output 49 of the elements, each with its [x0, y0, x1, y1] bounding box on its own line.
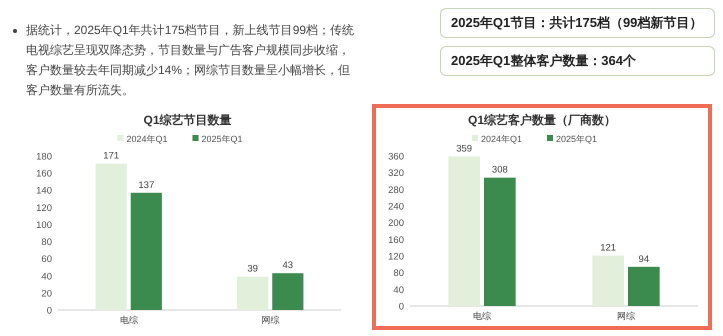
x-tick-label: 电综	[120, 315, 138, 325]
data-label: 171	[103, 150, 120, 162]
legend-label: 2024年Q1	[481, 134, 522, 144]
y-tick-label: 360	[388, 152, 404, 162]
y-tick-label: 280	[388, 184, 404, 196]
y-tick-label: 120	[388, 252, 404, 262]
data-label: 137	[138, 180, 154, 191]
y-tick-label: 80	[41, 237, 52, 248]
text: 据统计，2025年Q1年共计175档节目，新上线节目99档；传统电视综艺呈现双降态势，节目数量与广告客户规模同步收缩，客户数量较去年同期减少14%；网综节目数量呈小幅增长，但客户数量有所流失。	[26, 23, 354, 97]
y-tick-label: 120	[36, 202, 52, 214]
bar	[130, 192, 162, 310]
y-tick-label: 160	[36, 168, 52, 180]
y-tick-label: 20	[41, 288, 52, 300]
legend-label: 2024年Q1	[126, 134, 168, 144]
legend-label: 2025年Q1	[556, 134, 598, 144]
y-tick-label: 240	[388, 202, 404, 212]
data-label: 43	[282, 260, 294, 272]
y-tick-label: 80	[393, 268, 404, 280]
y-tick-label: 100	[36, 220, 52, 231]
y-tick-label: 60	[41, 254, 52, 266]
bar	[448, 156, 480, 306]
chart-title: Q1综艺客户数量（厂商数）	[468, 113, 616, 127]
y-tick-label: 40	[393, 284, 404, 296]
y-tick-label: 0	[46, 306, 52, 316]
data-label: 359	[456, 143, 472, 154]
x-tick-label: 网综	[261, 315, 280, 325]
text: 2025年Q1整体客户数量：364个	[440, 46, 715, 76]
bar	[484, 178, 516, 306]
text: 2025年Q1节目：共计175档（99档新节目）	[440, 8, 715, 38]
y-tick-label: 160	[388, 234, 404, 246]
y-tick-label: 140	[36, 186, 52, 197]
data-label: 39	[247, 264, 258, 275]
y-tick-label: 0	[398, 302, 404, 312]
bar	[96, 164, 127, 310]
y-tick-label: 40	[41, 271, 52, 282]
data-label: 94	[638, 254, 650, 265]
bar	[237, 276, 268, 310]
bar	[272, 273, 304, 310]
y-tick-label: 200	[388, 218, 404, 230]
chart-title: Q1综艺节目数量	[143, 113, 232, 127]
data-label: 308	[492, 164, 508, 176]
x-tick-label: 网综	[617, 311, 635, 321]
y-tick-label: 320	[388, 168, 404, 180]
data-label: 121	[600, 242, 616, 254]
bar	[628, 266, 660, 306]
legend-label: 2025年Q1	[202, 134, 243, 144]
x-tick-label: 电综	[473, 311, 491, 321]
y-tick-label: 180	[36, 152, 52, 162]
bar	[592, 256, 624, 306]
